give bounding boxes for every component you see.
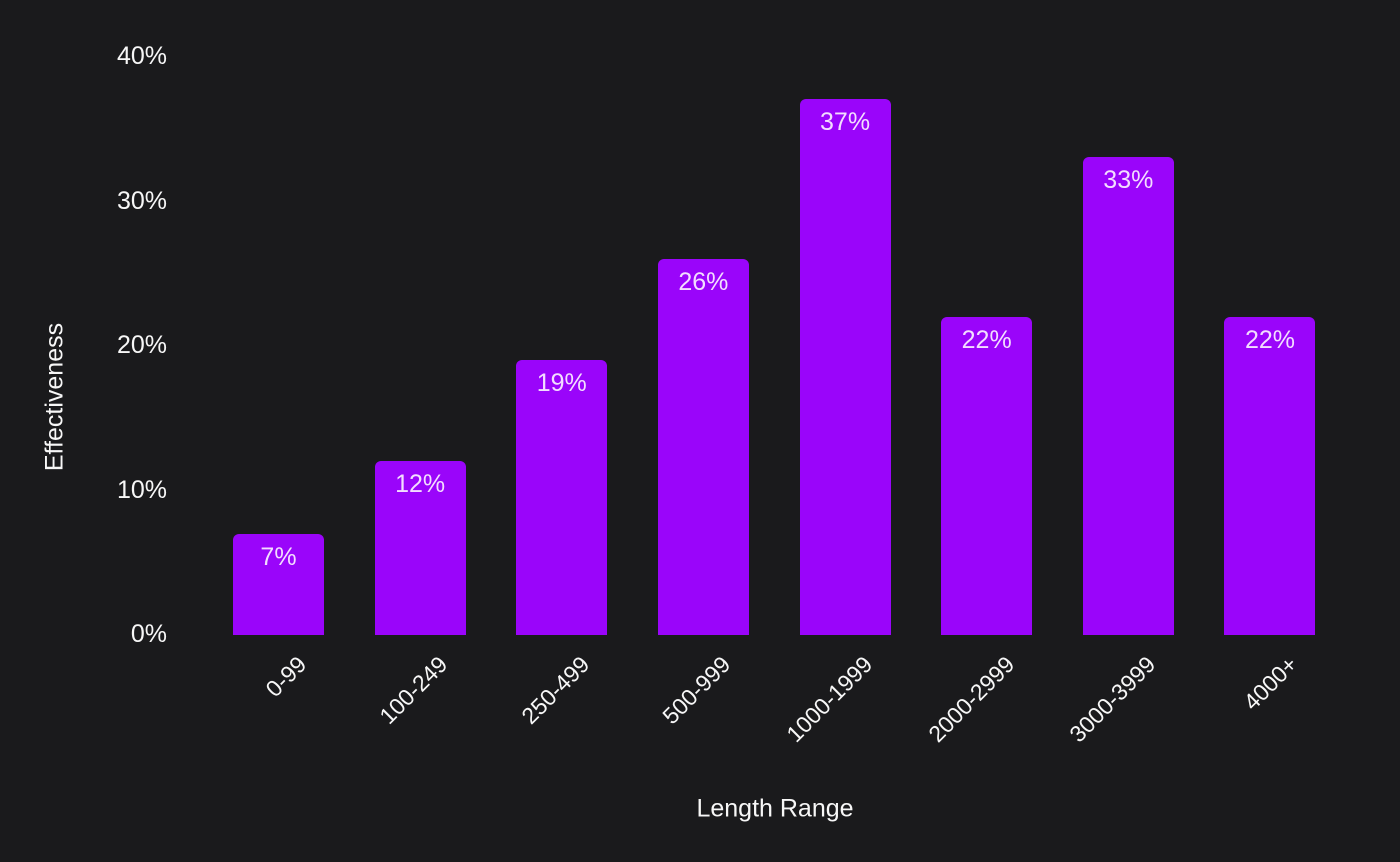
x-tick-label: 2000-2999 — [922, 651, 1020, 748]
x-axis-title: Length Range — [696, 794, 854, 823]
bar-4000+: 22% — [1224, 316, 1316, 635]
x-tick-label: 1000-1999 — [781, 651, 878, 748]
x-tick-label: 500-999 — [657, 651, 736, 730]
bar-2000-2999: 22% — [941, 316, 1033, 635]
bar-value-label: 22% — [1244, 325, 1295, 354]
x-tick-label: 250-499 — [516, 651, 595, 730]
plot-area: 7% 12% 19% 26% 37% 22% 33% 22% — [205, 56, 1345, 635]
bar-100-249: 12% — [374, 461, 466, 635]
bar-3000-3999: 33% — [1082, 157, 1174, 635]
bar-value-label: 12% — [395, 470, 446, 499]
y-tick-label: 20% — [116, 331, 167, 359]
bar-0-99: 7% — [233, 533, 324, 635]
bar-value-label: 22% — [961, 325, 1012, 354]
bar-1000-1999: 37% — [799, 99, 891, 635]
bar-250-499: 19% — [516, 359, 608, 635]
bar-value-label: 26% — [678, 267, 729, 296]
bar-value-label: 33% — [1103, 166, 1154, 195]
x-tick-label: 3000-3999 — [1064, 651, 1161, 748]
x-tick-label: 100-249 — [374, 651, 453, 730]
y-tick-label: 0% — [130, 620, 167, 648]
bar-value-label: 7% — [260, 542, 297, 571]
y-tick-label: 10% — [116, 475, 167, 504]
x-axis-ticks: 0-99 100-249 250-499 500-999 1000-1999 2000-2… — [205, 635, 1345, 795]
x-tick-label: 0-99 — [259, 651, 311, 702]
y-tick-label: 40% — [116, 42, 167, 70]
bar-value-label: 19% — [536, 368, 587, 397]
bar-value-label: 37% — [820, 108, 871, 137]
bar-500-999: 26% — [657, 258, 749, 635]
y-tick-label: 30% — [116, 186, 167, 215]
x-tick-label: 4000+ — [1238, 651, 1303, 716]
